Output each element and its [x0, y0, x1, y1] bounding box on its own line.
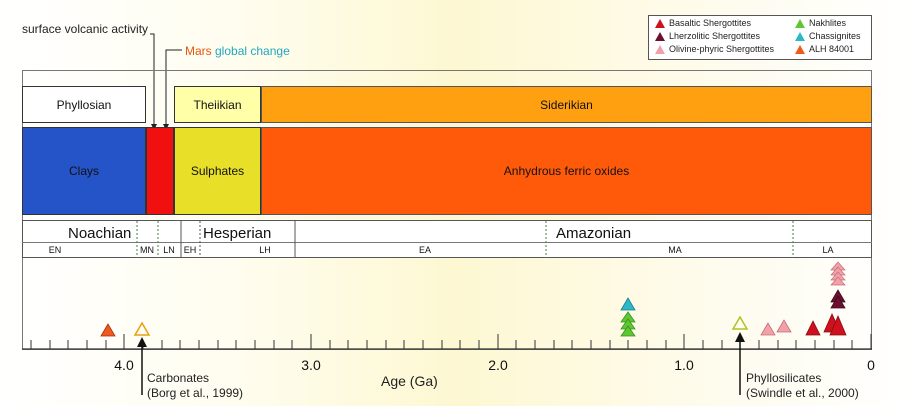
- nakhlite-marker-3: [620, 325, 636, 337]
- legend-item-alh84001: ALH 84001: [795, 44, 854, 54]
- legend-label: Chassignites: [809, 31, 861, 41]
- siderikian-box: Siderikian: [261, 86, 872, 123]
- triangle-icon: [655, 18, 665, 28]
- legend-item-olivine-phyric: Olivine-phyric Shergottites: [655, 44, 774, 54]
- phyllosilicates-ref: (Swindle et al., 2000): [746, 386, 859, 400]
- phyllosilicates-label: Phyllosilicates: [746, 371, 822, 385]
- legend-label: Lherzolitic Shergottites: [669, 31, 761, 41]
- legend-label: Nakhlites: [809, 18, 847, 28]
- basaltic-marker-3: [829, 314, 847, 336]
- chassignite-marker: [620, 297, 636, 311]
- sub-period-mn: MN: [140, 245, 154, 255]
- carbonates-ref: (Borg et al., 1999): [147, 386, 244, 400]
- sub-period-la: LA: [822, 245, 834, 255]
- legend-item-chassignites: Chassignites: [795, 31, 861, 41]
- alh84001-marker: [100, 323, 116, 337]
- legend-item-nakhlites: Nakhlites: [795, 18, 846, 28]
- tick-label-2: 2.0: [488, 357, 508, 373]
- mars-word: Mars: [185, 44, 212, 58]
- triangle-icon: [655, 44, 665, 54]
- lherzolitic-marker-2: [830, 295, 846, 309]
- global-change-word: global change: [211, 44, 290, 58]
- olivine-stack-4: [830, 276, 846, 286]
- mars-global-change-label: Mars global change: [185, 44, 290, 58]
- phyllosian-box: Phyllosian: [22, 86, 146, 123]
- legend-label: ALH 84001: [809, 44, 855, 54]
- sub-period-en: EN: [48, 245, 62, 255]
- olivine-phyric-marker-1: [760, 322, 776, 336]
- sub-period-lh: LH: [259, 245, 271, 255]
- ferric-oxides-box: Anhydrous ferric oxides: [261, 127, 872, 215]
- triangle-icon: [795, 18, 805, 28]
- sub-period-eh: EH: [183, 245, 197, 255]
- meteorite-legend: Basaltic Shergottites Lherzolitic Shergo…: [648, 15, 872, 60]
- clays-box: Clays: [22, 127, 146, 215]
- triangle-icon: [795, 31, 805, 41]
- sub-period-ln: LN: [163, 245, 175, 255]
- tick-label-3: 3.0: [301, 357, 321, 373]
- basaltic-marker-1: [805, 320, 821, 336]
- tick-label-4: 4.0: [114, 357, 134, 373]
- sulphates-box: Sulphates: [174, 127, 261, 215]
- hesperian-label: Hesperian: [203, 225, 272, 242]
- triangle-icon: [795, 44, 805, 54]
- tick-label-1: 1.0: [674, 357, 694, 373]
- olivine-phyric-marker-2: [776, 319, 792, 333]
- period-row-midline: [22, 242, 872, 243]
- sub-period-ea: EA: [418, 245, 432, 255]
- legend-label: Basaltic Shergottites: [669, 18, 752, 28]
- carbonates-marker: [133, 321, 151, 336]
- tick-label-0: 0: [867, 357, 875, 373]
- noachian-label: Noachian: [68, 225, 132, 242]
- theiikian-box: Theiikian: [174, 86, 261, 123]
- surface-volcanic-activity-label: surface volcanic activity: [22, 22, 149, 36]
- phyllosilicates-marker: [731, 315, 749, 330]
- legend-item-lherzolitic: Lherzolitic Shergottites: [655, 31, 760, 41]
- legend-item-basaltic: Basaltic Shergottites: [655, 18, 751, 28]
- carbonates-label: Carbonates: [147, 371, 210, 385]
- legend-label: Olivine-phyric Shergottites: [669, 44, 775, 54]
- transition-red-box: [146, 127, 174, 215]
- axis-label: Age (Ga): [381, 373, 438, 389]
- period-row: [22, 220, 872, 258]
- triangle-icon: [655, 31, 665, 41]
- sub-period-ma: MA: [668, 245, 682, 255]
- amazonian-label: Amazonian: [556, 225, 632, 242]
